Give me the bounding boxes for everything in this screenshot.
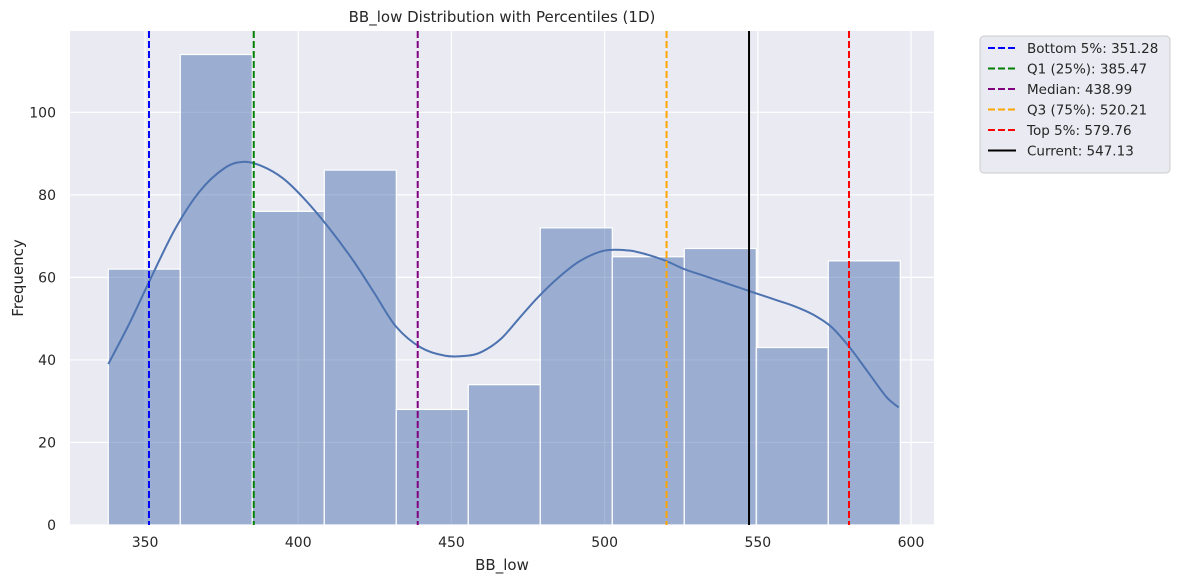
y-axis-ticks: 0 20 40 60 80 100: [29, 105, 56, 534]
x-tick-label: 350: [132, 535, 159, 551]
legend-entry-label: Median: 438.99: [1027, 82, 1132, 98]
legend-frame: [979, 35, 1171, 174]
legend-entry-label: Bottom 5%: 351.28: [1027, 41, 1158, 57]
histogram-bar: [683, 247, 757, 526]
histogram-bar: [107, 268, 181, 526]
legend-entry-label: Q3 (75%): 520.21: [1027, 103, 1147, 119]
y-tick-label: 40: [38, 353, 56, 369]
x-tick-label: 400: [285, 535, 312, 551]
x-axis-label: BB_low: [475, 556, 529, 575]
legend-entry-label: Current: 547.13: [1027, 144, 1134, 160]
kde-curve-group: [107, 160, 900, 409]
x-tick-label: 550: [744, 535, 771, 551]
histogram-bar: [611, 256, 685, 526]
x-tick-label: 600: [898, 535, 925, 551]
legend-entry-label: Q1 (25%): 385.47: [1027, 62, 1147, 78]
histogram-bar: [251, 210, 325, 526]
x-tick-label: 450: [438, 535, 465, 551]
percentile-lines: [147, 31, 851, 525]
y-tick-label: 100: [29, 105, 56, 121]
histogram-bar: [827, 260, 901, 526]
histogram-bars: [107, 53, 901, 526]
y-tick-label: 80: [38, 188, 56, 204]
y-axis-label: Frequency: [9, 239, 27, 317]
kde-curve: [107, 160, 900, 409]
y-tick-label: 0: [47, 518, 56, 534]
histogram-bar: [179, 53, 253, 526]
histogram-bar: [323, 169, 397, 526]
x-tick-label: 500: [591, 535, 618, 551]
histogram-bar: [395, 408, 469, 526]
legend: Bottom 5%: 351.28 Q1 (25%): 385.47 Median:…: [979, 35, 1171, 174]
legend-entry-label: Top 5%: 579.76: [1026, 123, 1132, 139]
chart-title: BB_low Distribution with Percentiles (1D…: [349, 8, 656, 27]
histogram-bar: [755, 346, 829, 526]
y-tick-label: 20: [38, 435, 56, 451]
y-tick-label: 60: [38, 270, 56, 286]
histogram-bar: [467, 384, 541, 526]
histogram-bar: [539, 227, 613, 526]
x-axis-ticks: 350 400 450 500 550 600: [132, 535, 925, 551]
